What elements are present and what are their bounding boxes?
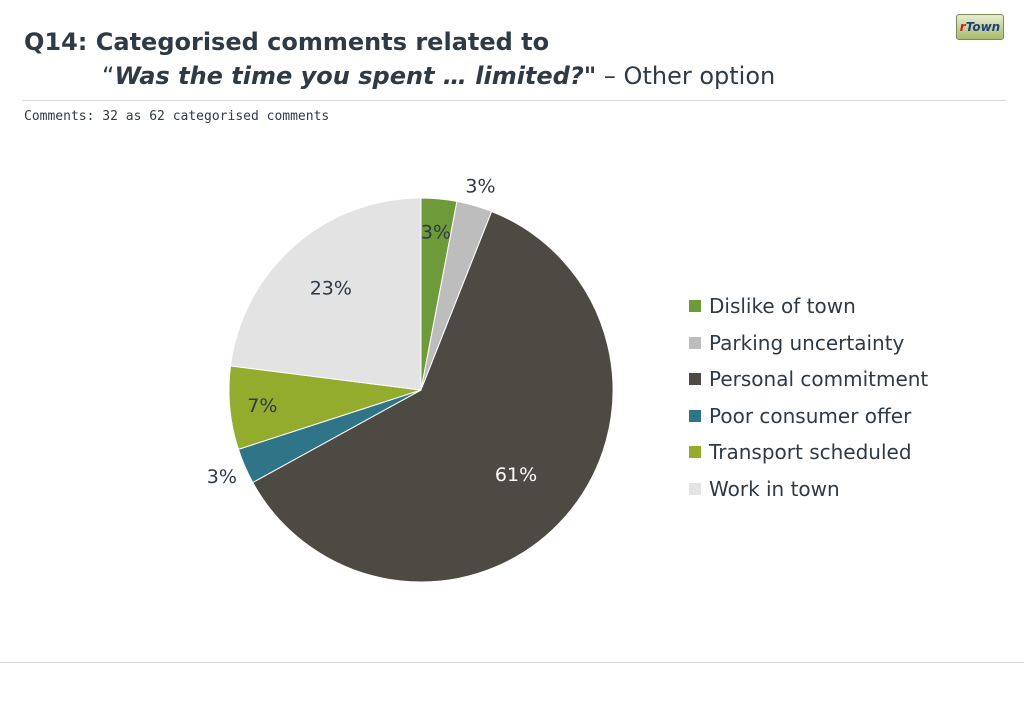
- data-label-work-in-town: 23%: [310, 278, 352, 300]
- legend-item: Dislike of town: [689, 288, 928, 325]
- title-block: Q14: Categorised comments related to “Wa…: [24, 28, 775, 90]
- pie-slice-personal-commitment: [252, 210, 614, 583]
- footer-divider: [0, 662, 1024, 663]
- legend-swatch: [689, 373, 701, 386]
- legend-swatch: [689, 409, 701, 422]
- logo-prefix: r: [959, 20, 966, 34]
- legend-label: Parking uncertainty: [709, 330, 905, 355]
- page-title-question: “Was the time you spent … limited?" – Ot…: [102, 62, 775, 90]
- legend-item: Poor consumer offer: [689, 398, 928, 435]
- chart-legend: Dislike of town Parking uncertainty Person…: [689, 288, 928, 507]
- legend-label: Personal commitment: [709, 367, 929, 392]
- data-label-personal-commitment: 61%: [495, 464, 537, 486]
- legend-swatch: [689, 482, 701, 495]
- title-option: – Other option: [596, 62, 776, 90]
- subtitle: Comments: 32 as 62 categorised comments: [24, 109, 330, 124]
- question-text: Was the time you spent … limited?: [114, 62, 584, 90]
- legend-swatch: [689, 300, 701, 313]
- pie-slice-work-in-town: [229, 197, 422, 391]
- legend-swatch: [689, 336, 701, 349]
- data-label-poor-consumer-offer: 3%: [207, 466, 237, 488]
- data-label-transport-scheduled: 7%: [247, 395, 277, 417]
- page-title: Q14: Categorised comments related to: [24, 28, 550, 56]
- legend-item: Work in town: [689, 471, 928, 508]
- legend-label: Dislike of town: [709, 294, 856, 319]
- legend-label: Work in town: [709, 476, 840, 501]
- legend-item: Personal commitment: [689, 361, 928, 398]
- header-divider: [22, 100, 1006, 101]
- legend-swatch: [689, 446, 701, 459]
- open-quote: “: [102, 62, 115, 90]
- close-quote: ": [583, 62, 597, 90]
- legend-label: Poor consumer offer: [709, 403, 912, 428]
- legend-item: Transport scheduled: [689, 434, 928, 471]
- legend-label: Transport scheduled: [709, 440, 912, 465]
- logo-text: Town: [965, 20, 1001, 34]
- legend-item: Parking uncertainty: [689, 325, 928, 362]
- rtown-logo: rTown: [956, 14, 1004, 40]
- data-label-parking-uncertainty: 3%: [465, 175, 495, 197]
- data-label-dislike-of-town: 3%: [421, 221, 451, 243]
